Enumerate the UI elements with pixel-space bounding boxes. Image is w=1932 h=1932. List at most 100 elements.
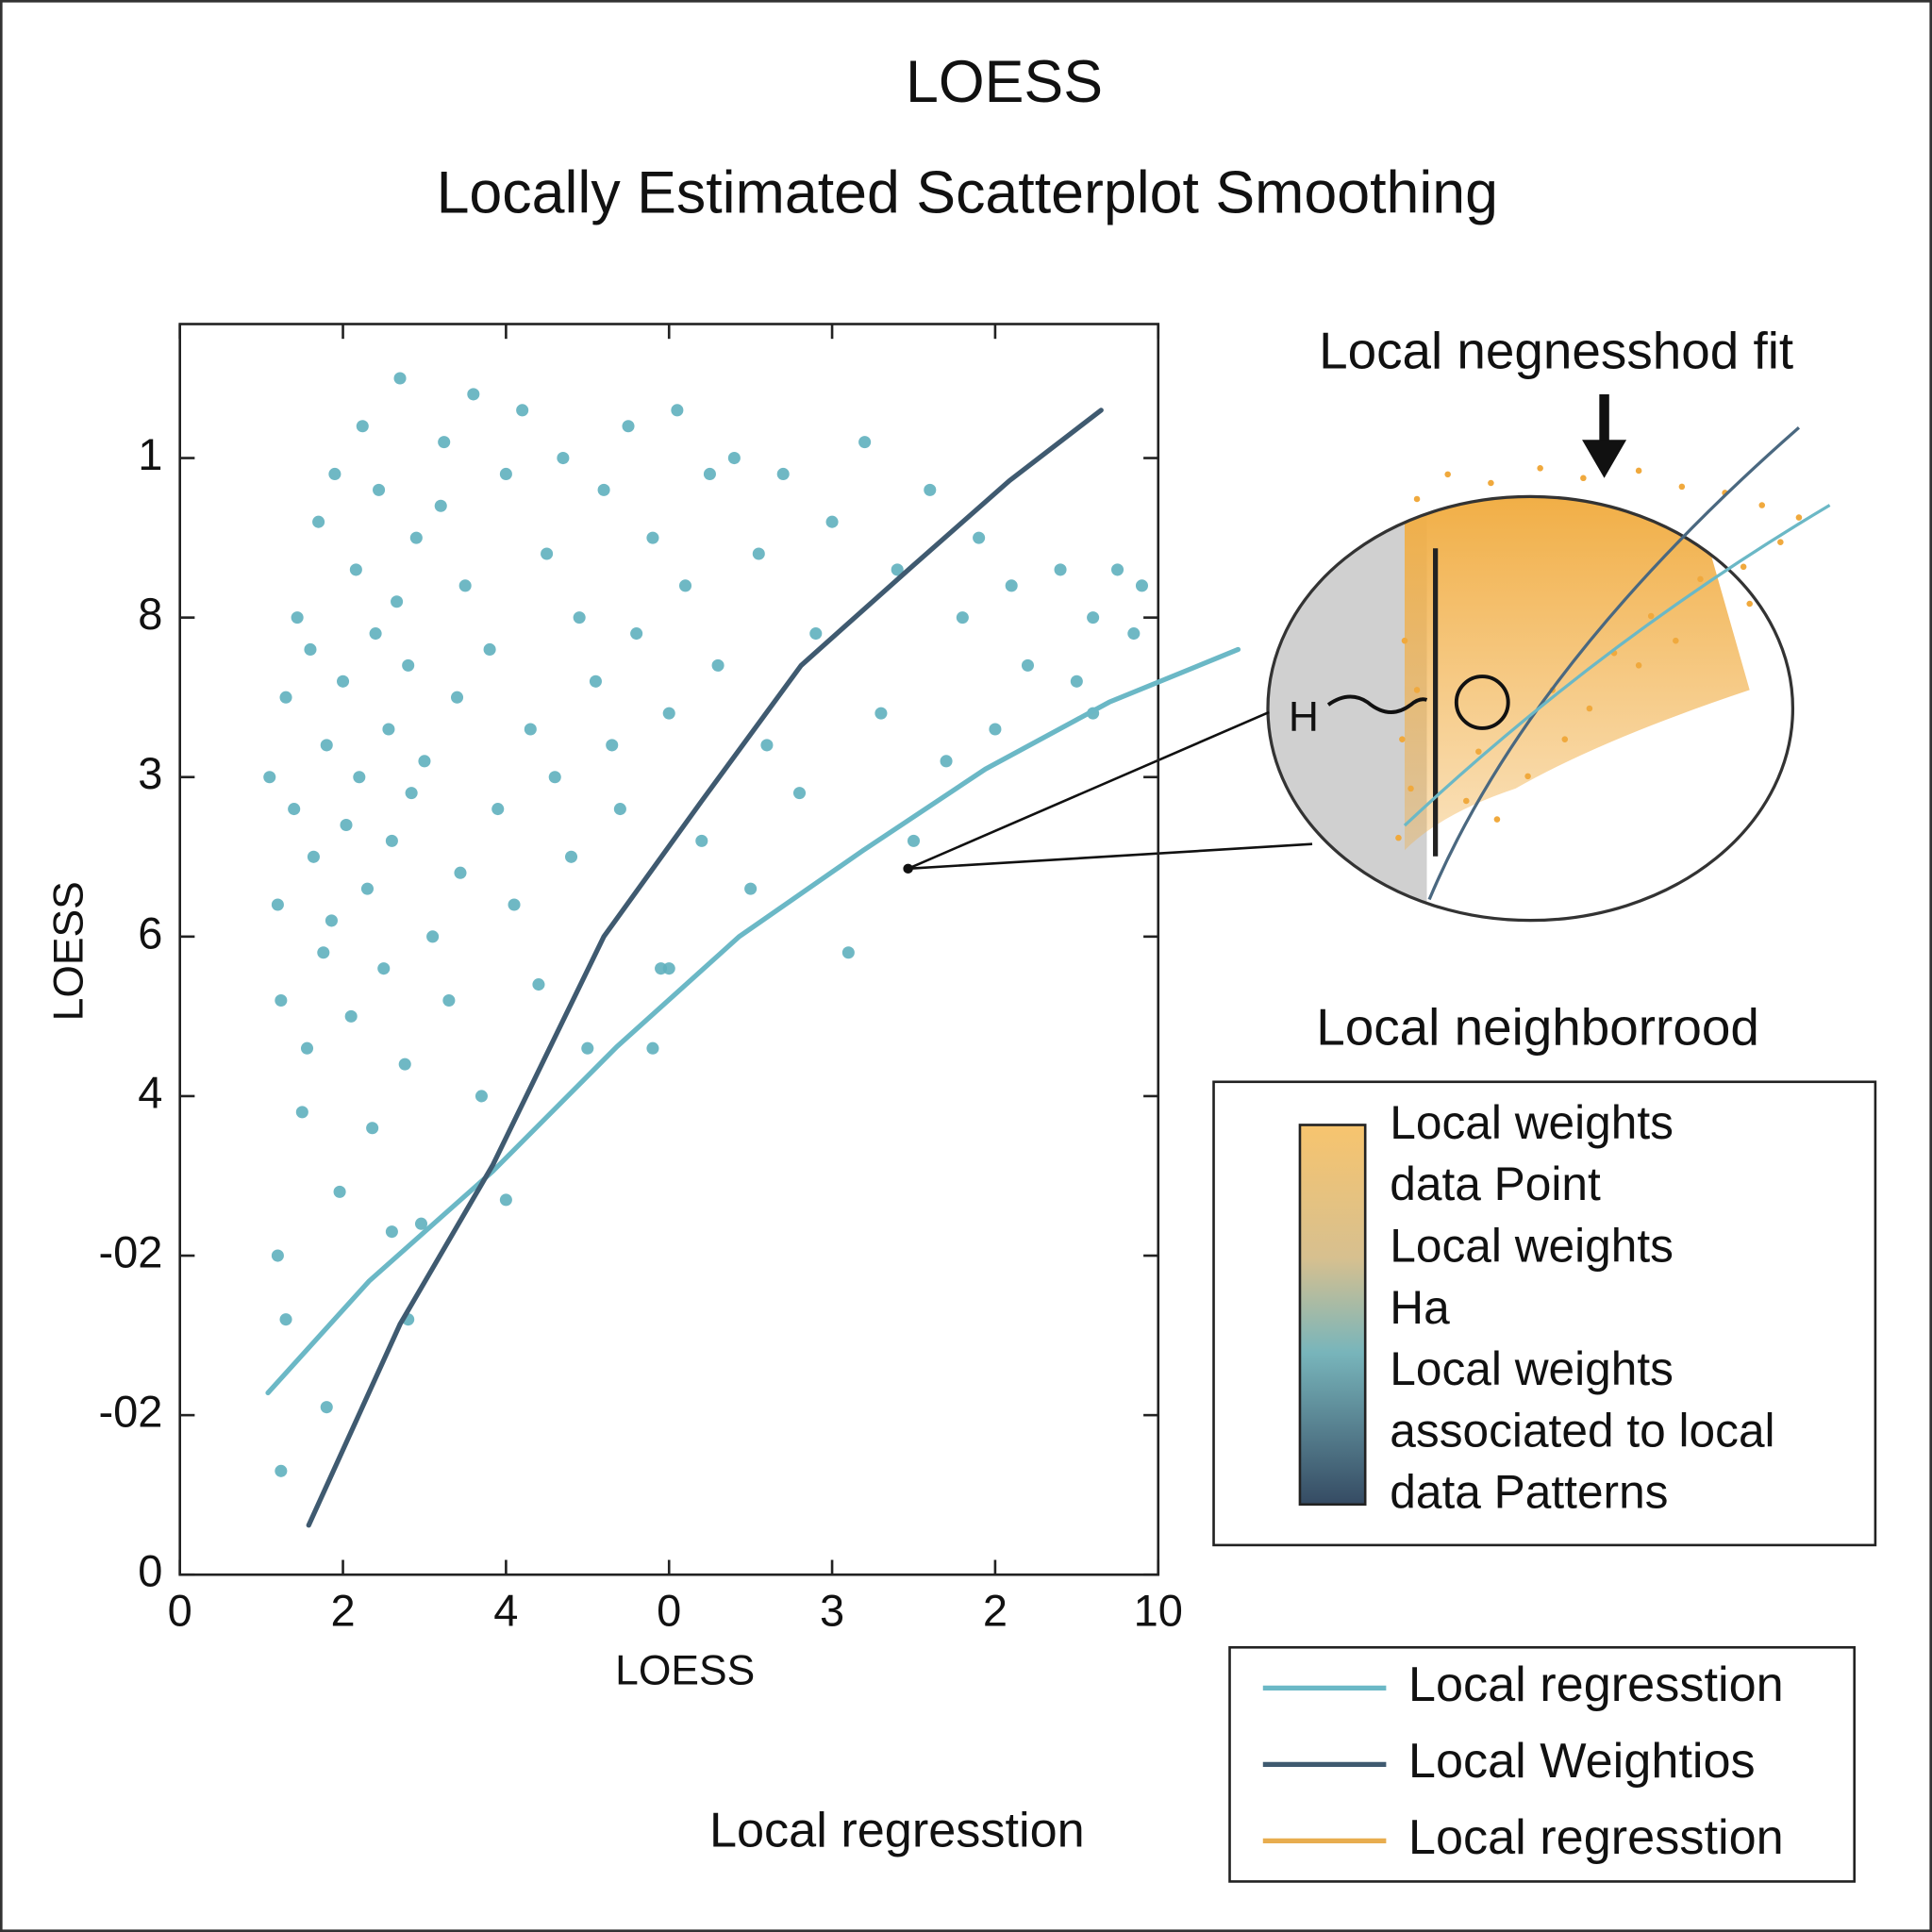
x-axis-label: LOESS	[615, 1647, 755, 1693]
point	[907, 834, 921, 847]
point	[646, 531, 659, 544]
point	[295, 1106, 308, 1119]
point	[792, 787, 807, 800]
legend: Local regresstion Local Weightios Local re…	[1262, 1657, 1784, 1865]
point	[300, 1041, 314, 1055]
point	[320, 739, 333, 752]
point	[1054, 563, 1067, 576]
point	[499, 467, 512, 480]
point	[291, 611, 304, 625]
point	[393, 372, 407, 385]
y-tick-label: 1	[138, 429, 162, 479]
y-axis-label: LOESS	[45, 881, 92, 1021]
y-tick-label: 8	[138, 589, 162, 639]
point	[458, 579, 472, 592]
point	[760, 739, 774, 752]
annotation: Local regresstion	[709, 1803, 1085, 1857]
point	[940, 755, 953, 768]
fit-line	[306, 408, 1104, 1528]
point	[366, 1122, 379, 1135]
point	[307, 850, 320, 863]
point	[516, 404, 529, 417]
point	[564, 850, 578, 863]
point	[369, 627, 382, 641]
point	[613, 803, 626, 816]
point	[1111, 563, 1124, 576]
inset-title: Local negnesshod fit	[1319, 322, 1793, 380]
colorbar-title: Local neighborrood	[1316, 998, 1759, 1057]
colorbar-label: Local weights	[1390, 1342, 1674, 1395]
point	[320, 1401, 333, 1414]
point	[333, 1185, 346, 1198]
colorbar-labels: Local weights data Point Local weights Ha Lo…	[1390, 1096, 1774, 1519]
point	[858, 436, 872, 449]
point	[581, 1041, 594, 1055]
point	[662, 707, 675, 720]
point	[589, 675, 602, 688]
colorbar-label: associated to local	[1390, 1404, 1774, 1457]
point	[402, 658, 415, 672]
point	[279, 691, 292, 704]
point	[630, 627, 643, 641]
y-tick-label: 3	[138, 748, 162, 798]
inset-label: H	[1289, 694, 1319, 741]
point	[279, 1313, 292, 1326]
point	[622, 420, 635, 433]
point	[973, 531, 986, 544]
point	[924, 483, 937, 496]
x-tick-label: 3	[820, 1585, 844, 1635]
point	[508, 898, 521, 911]
point	[606, 739, 619, 752]
point	[776, 467, 790, 480]
point	[454, 866, 467, 879]
point	[340, 818, 353, 832]
point	[671, 404, 684, 417]
point	[382, 723, 395, 736]
point	[541, 547, 554, 560]
point	[414, 1217, 428, 1230]
x-tick-label: 2	[330, 1585, 355, 1635]
point	[356, 420, 369, 433]
inset	[903, 393, 1831, 923]
colorbar	[1298, 1124, 1367, 1507]
point	[524, 723, 537, 736]
point	[752, 547, 765, 560]
point	[467, 388, 480, 401]
point	[1087, 611, 1100, 625]
legend-label: Local regresstion	[1408, 1810, 1784, 1865]
point	[695, 834, 708, 847]
fit-line	[265, 646, 1241, 1396]
point	[499, 1193, 512, 1207]
point	[1070, 675, 1083, 688]
inset-dots	[1395, 465, 1803, 841]
point	[711, 658, 724, 672]
point	[678, 579, 692, 592]
point	[328, 467, 341, 480]
point	[398, 1058, 411, 1071]
x-tick-label: 10	[1134, 1585, 1183, 1635]
point	[491, 803, 505, 816]
point	[418, 755, 431, 768]
point	[271, 898, 284, 911]
point	[385, 1225, 398, 1239]
point	[325, 914, 338, 927]
point	[548, 771, 561, 784]
point	[573, 611, 586, 625]
point	[483, 642, 496, 656]
x-tick-label: 0	[168, 1585, 192, 1635]
legend-label: Local Weightios	[1408, 1734, 1756, 1789]
point	[312, 515, 325, 528]
point	[744, 882, 758, 895]
point	[385, 834, 398, 847]
point	[275, 1464, 288, 1477]
point	[532, 978, 545, 991]
legend-label: Local regresstion	[1408, 1657, 1784, 1712]
point	[841, 946, 855, 959]
point	[557, 452, 570, 465]
x-tick-label: 0	[657, 1585, 681, 1635]
point	[989, 723, 1002, 736]
point	[271, 1249, 284, 1262]
point	[337, 675, 350, 688]
point	[349, 563, 362, 576]
